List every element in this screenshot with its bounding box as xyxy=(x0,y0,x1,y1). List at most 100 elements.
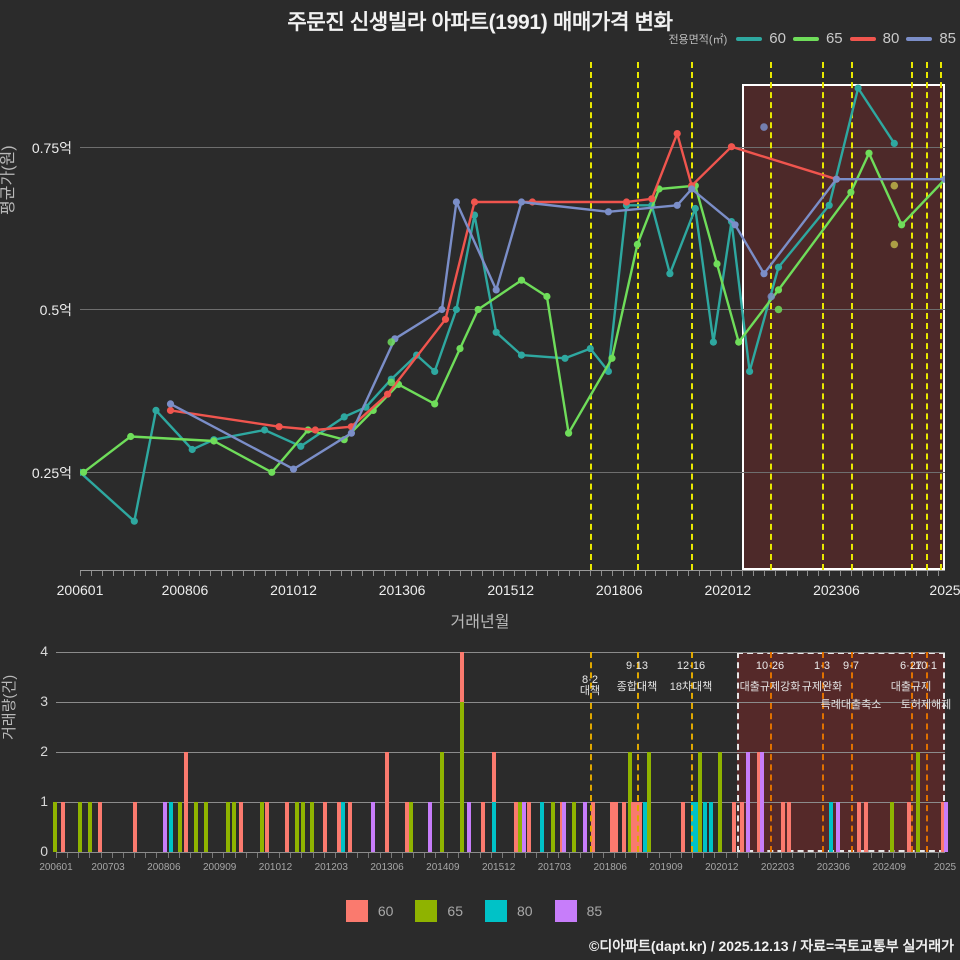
price-data-point[interactable] xyxy=(517,198,526,206)
price-scatter-point[interactable] xyxy=(767,292,776,301)
volume-bar[interactable] xyxy=(337,802,341,852)
price-data-point[interactable] xyxy=(347,429,355,437)
price-data-point[interactable] xyxy=(492,328,500,336)
price-data-point[interactable] xyxy=(673,130,681,138)
volume-bar[interactable] xyxy=(907,802,911,852)
price-scatter-point[interactable] xyxy=(890,181,899,190)
price-data-point[interactable] xyxy=(452,305,460,314)
price-data-point[interactable] xyxy=(452,198,460,206)
price-data-point[interactable] xyxy=(713,260,721,268)
price-scatter-point[interactable] xyxy=(890,240,899,249)
volume-bar[interactable] xyxy=(628,752,632,852)
volume-bar[interactable] xyxy=(194,802,198,852)
price-data-point[interactable] xyxy=(297,442,305,450)
volume-bar[interactable] xyxy=(522,802,526,852)
volume-bar[interactable] xyxy=(634,802,638,852)
volume-bar[interactable] xyxy=(562,802,566,852)
price-data-point[interactable] xyxy=(441,315,450,323)
price-data-point[interactable] xyxy=(832,175,841,183)
price-data-point[interactable] xyxy=(774,263,783,271)
volume-bar[interactable] xyxy=(301,802,305,852)
price-data-point[interactable] xyxy=(431,367,439,375)
volume-bar[interactable] xyxy=(514,802,518,852)
volume-bar[interactable] xyxy=(746,752,750,852)
volume-bar[interactable] xyxy=(88,802,92,852)
volume-bar[interactable] xyxy=(540,802,544,852)
volume-bar[interactable] xyxy=(169,802,173,852)
volume-bar[interactable] xyxy=(944,802,948,852)
volume-bar[interactable] xyxy=(691,802,695,852)
volume-bar[interactable] xyxy=(836,802,840,852)
volume-bar[interactable] xyxy=(610,802,614,852)
price-data-point[interactable] xyxy=(311,426,319,434)
volume-bar[interactable] xyxy=(163,802,167,852)
legend-label-85[interactable]: 85 xyxy=(939,30,956,47)
price-data-point[interactable] xyxy=(188,445,196,454)
price-data-point[interactable] xyxy=(474,305,482,314)
price-data-point[interactable] xyxy=(673,201,681,209)
volume-bar[interactable] xyxy=(341,802,345,852)
volume-bar[interactable] xyxy=(551,802,555,852)
volume-bar[interactable] xyxy=(916,752,920,852)
volume-bar[interactable] xyxy=(781,802,785,852)
price-scatter-point[interactable] xyxy=(387,378,396,387)
price-data-point[interactable] xyxy=(438,305,446,314)
volume-bar[interactable] xyxy=(829,802,833,852)
volume-bar[interactable] xyxy=(440,752,444,852)
price-data-point[interactable] xyxy=(847,188,855,196)
price-scatter-point[interactable] xyxy=(387,338,396,346)
volume-bar[interactable] xyxy=(709,802,713,852)
price-data-point[interactable] xyxy=(666,270,674,278)
volume-bar[interactable] xyxy=(285,802,289,852)
price-data-point[interactable] xyxy=(825,201,833,209)
volume-bar[interactable] xyxy=(583,802,587,852)
volume-bar[interactable] xyxy=(239,802,243,852)
volume-bar[interactable] xyxy=(757,752,761,852)
volume-bar[interactable] xyxy=(184,752,188,852)
volume-bar[interactable] xyxy=(572,802,576,852)
volume-bar[interactable] xyxy=(405,802,409,852)
price-data-point[interactable] xyxy=(586,345,594,353)
price-data-point[interactable] xyxy=(854,84,862,92)
price-data-point[interactable] xyxy=(890,139,898,147)
volume-bar[interactable] xyxy=(787,802,791,852)
vol-legend-label-80[interactable]: 80 xyxy=(517,903,533,919)
price-data-point[interactable] xyxy=(470,198,479,206)
price-scatter-point[interactable] xyxy=(760,123,768,131)
price-data-point[interactable] xyxy=(275,423,283,431)
price-data-point[interactable] xyxy=(760,270,768,278)
volume-bar[interactable] xyxy=(703,802,707,852)
volume-bar[interactable] xyxy=(890,802,894,852)
volume-bar[interactable] xyxy=(348,802,352,852)
volume-bar[interactable] xyxy=(98,802,102,852)
volume-bar[interactable] xyxy=(638,802,642,852)
volume-bar[interactable] xyxy=(643,802,647,852)
legend-label-80[interactable]: 80 xyxy=(882,30,900,47)
vol-legend-label-60[interactable]: 60 xyxy=(377,903,394,919)
volume-bar[interactable] xyxy=(740,802,744,852)
volume-bar[interactable] xyxy=(718,752,722,852)
price-data-point[interactable] xyxy=(608,354,616,362)
volume-bar[interactable] xyxy=(460,702,464,852)
volume-bar[interactable] xyxy=(295,802,299,852)
price-data-point[interactable] xyxy=(456,345,464,353)
vol-legend-label-65[interactable]: 65 xyxy=(447,903,463,919)
volume-bar[interactable] xyxy=(732,802,736,852)
price-data-point[interactable] xyxy=(727,143,736,151)
volume-bar[interactable] xyxy=(178,802,182,852)
price-data-point[interactable] xyxy=(289,465,298,473)
volume-bar[interactable] xyxy=(385,752,389,852)
price-data-point[interactable] xyxy=(648,195,656,203)
volume-bar[interactable] xyxy=(864,802,868,852)
price-data-point[interactable] xyxy=(774,286,783,294)
volume-bar[interactable] xyxy=(857,802,861,852)
price-data-point[interactable] xyxy=(898,221,906,229)
price-data-point[interactable] xyxy=(384,390,392,398)
legend-label-65[interactable]: 65 xyxy=(825,30,843,47)
volume-bar[interactable] xyxy=(698,752,702,852)
price-data-point[interactable] xyxy=(166,406,175,414)
volume-bar[interactable] xyxy=(310,802,314,852)
volume-bar[interactable] xyxy=(323,802,327,852)
price-data-point[interactable] xyxy=(709,338,718,346)
volume-bar[interactable] xyxy=(622,802,626,852)
